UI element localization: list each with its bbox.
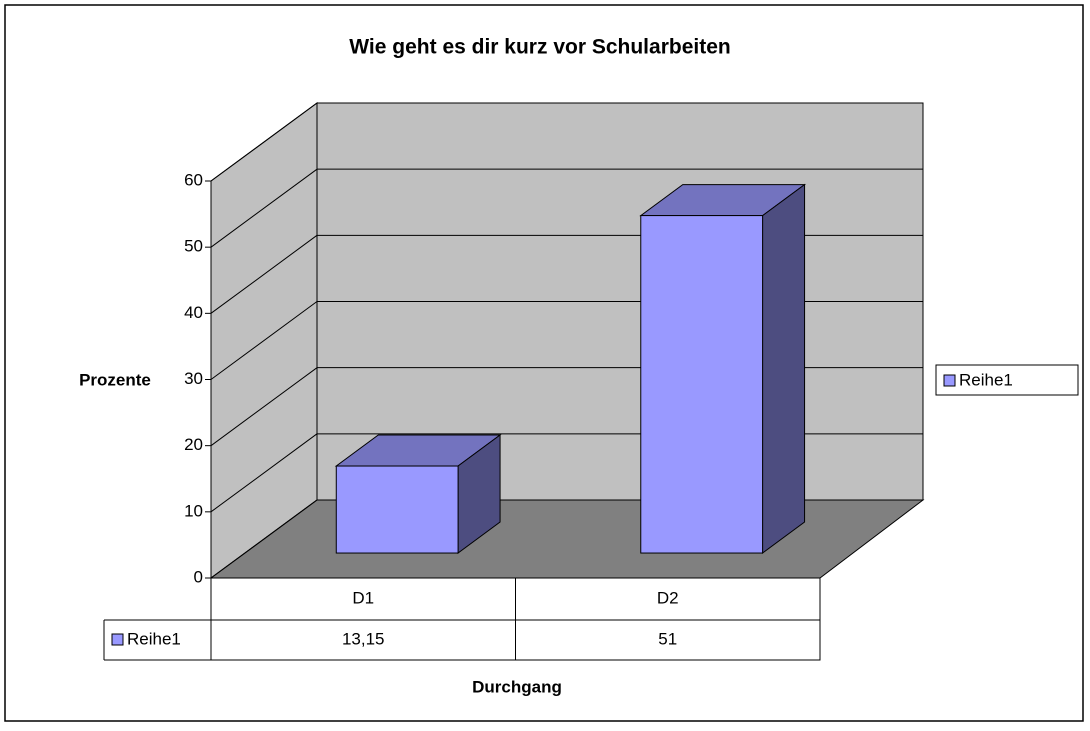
legend-box	[935, 364, 1079, 396]
x-axis-label: Durchgang	[472, 677, 562, 696]
y-tick-label: 0	[194, 567, 203, 586]
bar	[335, 465, 459, 554]
grid-line	[210, 433, 318, 513]
y-tick-label: 30	[184, 369, 203, 388]
y-tick-label: 40	[184, 303, 203, 322]
x-tick-label: D1	[352, 588, 374, 607]
grid-line	[210, 234, 318, 314]
chart-title: Wie geht es dir kurz vor Schularbeiten	[349, 36, 730, 59]
legend-label: Reihe1	[127, 629, 181, 648]
y-tick-label: 20	[184, 435, 203, 454]
data-label: 13,15	[342, 629, 385, 648]
grid-line	[210, 499, 318, 579]
data-label: 51	[658, 629, 677, 648]
legend-key	[943, 374, 956, 387]
bar	[640, 215, 764, 554]
y-tick-label: 10	[184, 501, 203, 520]
grid-line	[210, 301, 318, 380]
legend-key	[111, 633, 124, 646]
grid-line	[210, 168, 318, 248]
y-axis-label: Prozente	[79, 370, 151, 389]
y-tick-label: 50	[184, 237, 203, 256]
bar-side	[762, 183, 806, 555]
x-tick-label: D2	[657, 588, 679, 607]
legend-label: Reihe1	[959, 370, 1013, 389]
floor	[209, 499, 925, 579]
grid-line	[210, 102, 318, 182]
y-tick-label: 60	[184, 170, 203, 189]
grid-line	[210, 367, 318, 447]
